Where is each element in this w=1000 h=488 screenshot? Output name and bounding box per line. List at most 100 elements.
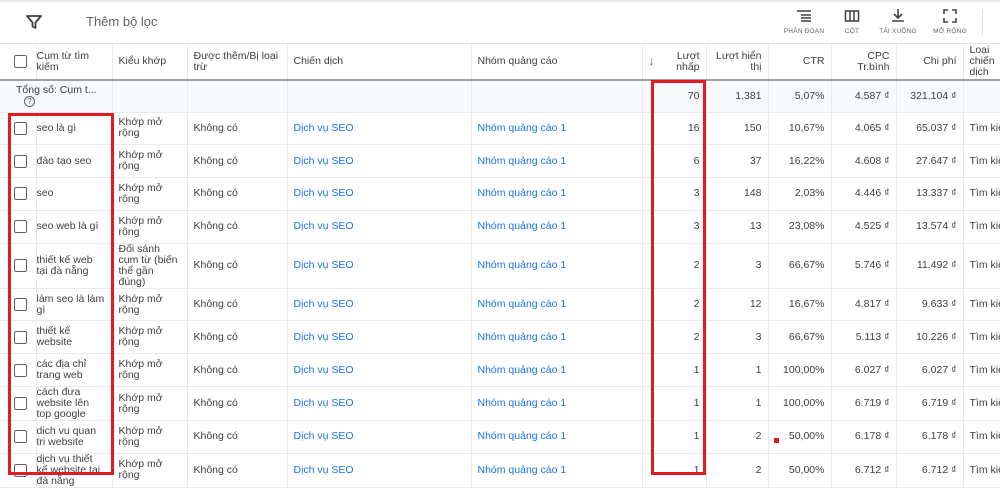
- row-checkbox[interactable]: [14, 187, 27, 201]
- total-ctr: 5,07%: [768, 80, 832, 113]
- expand-icon: [943, 9, 957, 23]
- header-clicks[interactable]: ↓ Lượt nhấp: [642, 44, 707, 81]
- search-term: seo: [36, 177, 113, 211]
- total-label: Tổng số: Cụm t...: [16, 84, 97, 97]
- header-impressions[interactable]: Lượt hiển thị: [706, 44, 769, 81]
- campaign-link[interactable]: Dịch vụ SEO: [287, 210, 472, 244]
- sort-down-icon: ↓: [648, 54, 655, 68]
- ad-group-link[interactable]: Nhóm quảng cáo 1: [471, 386, 643, 422]
- row-checkbox-cell[interactable]: [0, 320, 37, 355]
- ctr: 50,00%: [768, 420, 832, 454]
- avg-cpc: 4.817 ₫: [831, 288, 897, 322]
- header-ctr[interactable]: CTR: [768, 44, 832, 81]
- ad-group-link[interactable]: Nhóm quảng cáo 1: [471, 177, 643, 211]
- header-campaign[interactable]: Chiến dịch: [287, 44, 472, 81]
- header-clicks-label: Lượt nhấp: [676, 49, 700, 73]
- row-checkbox[interactable]: [14, 397, 27, 411]
- match-type: Khớp mở rộng: [112, 420, 188, 454]
- ad-group-link[interactable]: Nhóm quảng cáo 1: [471, 144, 643, 179]
- row-checkbox[interactable]: [14, 220, 27, 234]
- campaign-link[interactable]: Dịch vụ SEO: [287, 353, 472, 388]
- select-all-checkbox[interactable]: [14, 55, 27, 68]
- ad-group-link[interactable]: Nhóm quảng cáo 1: [471, 420, 643, 454]
- campaign-link[interactable]: Dịch vụ SEO: [287, 144, 472, 179]
- row-checkbox-cell[interactable]: [0, 243, 37, 289]
- row-checkbox-cell[interactable]: [0, 210, 37, 244]
- campaign-type: Tìm kiế: [963, 420, 1000, 454]
- row-checkbox[interactable]: [14, 154, 27, 168]
- header-campaign-type[interactable]: Loại chiến dịch: [963, 44, 1000, 81]
- match-type: Khớp mở rộng: [112, 112, 188, 146]
- row-checkbox-cell[interactable]: [0, 177, 37, 211]
- header-added-excluded[interactable]: Được thêm/Bị loại trừ: [187, 44, 288, 81]
- added-excluded: Không có: [187, 177, 288, 211]
- row-checkbox[interactable]: [14, 298, 27, 312]
- header-ad-group[interactable]: Nhóm quảng cáo: [471, 44, 643, 81]
- ad-group-link[interactable]: Nhóm quảng cáo 1: [471, 353, 643, 388]
- search-term: seo là gì: [36, 112, 113, 146]
- impressions: 150: [706, 112, 769, 146]
- campaign-link[interactable]: Dịch vụ SEO: [287, 243, 472, 289]
- row-checkbox-cell[interactable]: [0, 288, 37, 322]
- header-cost[interactable]: Chi phí: [896, 44, 964, 81]
- header-search-term[interactable]: Cụm từ tìm kiếm: [36, 44, 113, 81]
- row-checkbox-cell[interactable]: [0, 144, 37, 179]
- match-type: Đối sánh cụm từ (biến thể gần đúng): [112, 243, 188, 289]
- added-excluded: Không có: [187, 453, 288, 488]
- help-icon[interactable]: ?: [24, 96, 35, 108]
- total-row: Tổng số: Cụm t...? 70 1.381 5,07% 4.587 …: [0, 80, 1000, 113]
- row-checkbox[interactable]: [14, 463, 27, 477]
- search-term: thiết kế website: [36, 320, 113, 355]
- segment-button[interactable]: PHÂN ĐOẠN: [774, 8, 834, 35]
- select-all-checkbox-cell[interactable]: [0, 44, 37, 81]
- impressions: 148: [706, 177, 769, 211]
- ad-group-link[interactable]: Nhóm quảng cáo 1: [471, 288, 643, 322]
- campaign-link[interactable]: Dịch vụ SEO: [287, 177, 472, 211]
- campaign-link[interactable]: Dịch vụ SEO: [287, 386, 472, 422]
- ad-group-link[interactable]: Nhóm quảng cáo 1: [471, 210, 643, 244]
- cost: 6.178 ₫: [896, 420, 964, 454]
- avg-cpc: 4.446 ₫: [831, 177, 897, 211]
- cost: 6.712 ₫: [896, 453, 964, 488]
- avg-cpc: 4.608 ₫: [831, 144, 897, 179]
- table-row: thiết kế web tại đà nẵng Đối sánh cụm từ …: [0, 243, 1000, 289]
- filter-icon[interactable]: [26, 14, 42, 30]
- expand-button[interactable]: MỞ RỘNG: [920, 8, 980, 35]
- ad-group-link[interactable]: Nhóm quảng cáo 1: [471, 320, 643, 355]
- add-filter-button[interactable]: Thêm bộ lọc: [86, 14, 158, 29]
- total-cost: 321.104 ₫: [896, 80, 964, 113]
- toolbar: Thêm bộ lọc PHÂN ĐOẠN CỘT TẢI XUỐNG MỞ R…: [0, 2, 1000, 44]
- campaign-link[interactable]: Dịch vụ SEO: [287, 453, 472, 488]
- row-checkbox[interactable]: [14, 430, 27, 444]
- campaign-link[interactable]: Dịch vụ SEO: [287, 112, 472, 146]
- row-checkbox-cell[interactable]: [0, 420, 37, 454]
- download-icon: [892, 9, 904, 22]
- campaign-link[interactable]: Dịch vụ SEO: [287, 320, 472, 355]
- search-term: thiết kế web tại đà nẵng: [36, 243, 113, 289]
- header-avg-cpc[interactable]: CPC Tr.bình: [831, 44, 897, 81]
- header-match-type[interactable]: Kiểu khớp: [112, 44, 188, 81]
- campaign-type: Tìm kiế: [963, 177, 1000, 211]
- campaign-link[interactable]: Dịch vụ SEO: [287, 288, 472, 322]
- search-term: đào tạo seo: [36, 144, 113, 179]
- ad-group-link[interactable]: Nhóm quảng cáo 1: [471, 453, 643, 488]
- table-row: các địa chỉ trang web Khớp mở rộng Không c…: [0, 353, 1000, 388]
- added-excluded: Không có: [187, 320, 288, 355]
- row-checkbox[interactable]: [14, 121, 27, 135]
- row-checkbox[interactable]: [14, 259, 27, 273]
- row-checkbox-cell[interactable]: [0, 112, 37, 146]
- row-checkbox-cell[interactable]: [0, 386, 37, 422]
- campaign-link[interactable]: Dịch vụ SEO: [287, 420, 472, 454]
- row-checkbox[interactable]: [14, 330, 27, 344]
- row-checkbox[interactable]: [14, 363, 27, 377]
- row-checkbox-cell[interactable]: [0, 353, 37, 388]
- table-row: đào tạo seo Khớp mở rộng Không có Dịch vụ S…: [0, 144, 1000, 179]
- ad-group-link[interactable]: Nhóm quảng cáo 1: [471, 112, 643, 146]
- cost: 65.037 ₫: [896, 112, 964, 146]
- columns-button[interactable]: CỘT: [822, 8, 882, 35]
- download-button[interactable]: TẢI XUỐNG: [868, 8, 928, 35]
- ad-group-link[interactable]: Nhóm quảng cáo 1: [471, 243, 643, 289]
- total-empty: [287, 80, 472, 113]
- table-row: seo Khớp mở rộng Không có Dịch vụ SEO Nhóm q…: [0, 177, 1000, 211]
- impressions: 2: [706, 453, 769, 488]
